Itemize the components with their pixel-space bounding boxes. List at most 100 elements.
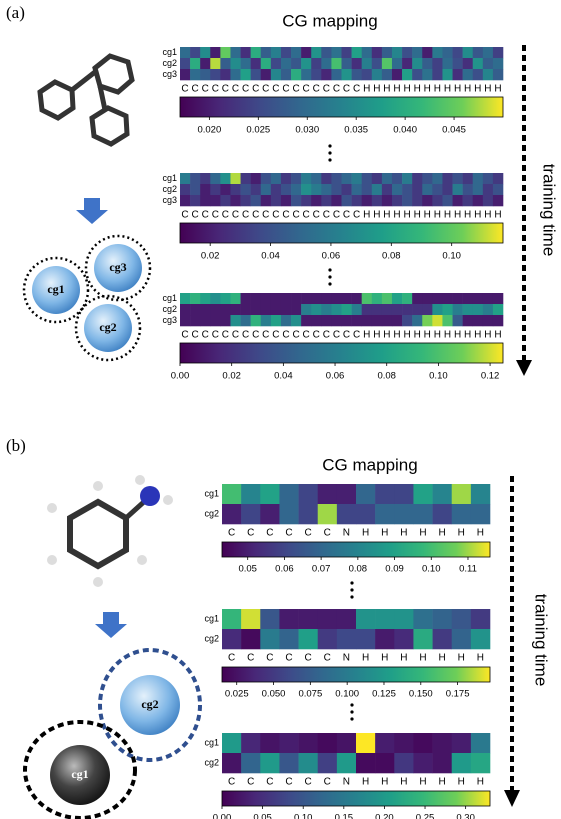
- heatmap-cell: [279, 609, 299, 630]
- heatmap-cell: [240, 69, 251, 81]
- heatmap-cell: [270, 47, 282, 59]
- row-label: cg3: [162, 69, 177, 79]
- heatmap-cell: [200, 69, 211, 81]
- atom-label: H: [373, 330, 380, 341]
- heatmap-cell: [240, 293, 251, 305]
- atom-label: C: [202, 330, 209, 341]
- atom-label: N: [343, 528, 350, 539]
- atom-label: H: [362, 777, 369, 788]
- heatmap-cell: [280, 184, 292, 196]
- heatmap-cell: [317, 753, 338, 774]
- heatmap-cell: [270, 184, 282, 196]
- atom-label: H: [400, 777, 407, 788]
- heatmap-cell: [412, 293, 423, 305]
- atom-label: H: [444, 84, 451, 95]
- heatmap-cell: [413, 753, 433, 774]
- atom-label: C: [252, 84, 259, 95]
- atom-label: C: [324, 528, 331, 539]
- heatmap-cell: [291, 195, 302, 207]
- heatmap-cell: [280, 195, 292, 207]
- colorbar-tick-label: 0.02: [201, 251, 220, 262]
- heatmap-cell: [200, 195, 211, 207]
- heatmap-cell: [412, 47, 423, 59]
- heatmap-cell: [472, 304, 484, 316]
- heatmap-cell: [291, 58, 302, 70]
- heatmap-cell: [442, 173, 453, 185]
- heatmap-cell: [394, 609, 414, 630]
- heatmap-cell: [279, 484, 299, 505]
- heatmap-cell: [200, 304, 211, 316]
- atom-label: C: [192, 330, 199, 341]
- heatmap-cell: [331, 69, 342, 81]
- heatmap-cell: [250, 293, 262, 305]
- heatmap-cell: [482, 69, 494, 81]
- heatmap-cell: [422, 58, 433, 70]
- heatmap-cell: [442, 58, 453, 70]
- heatmap-cell: [351, 47, 362, 59]
- bead-label: cg3: [109, 260, 126, 274]
- colorbar-tick-label: 0.045: [442, 125, 466, 136]
- heatmap-cell: [301, 315, 312, 327]
- atom-label: C: [212, 84, 219, 95]
- heatmap-cell: [391, 58, 403, 70]
- atom-label: H: [439, 653, 446, 664]
- heatmap-cell: [472, 293, 484, 305]
- heatmap-cell: [200, 315, 211, 327]
- heatmap-cell: [301, 293, 312, 305]
- atom-label: H: [477, 777, 484, 788]
- heatmap-cell: [375, 609, 395, 630]
- heatmap-cell: [230, 304, 241, 316]
- atom-label: C: [292, 84, 299, 95]
- atom-label: H: [464, 84, 471, 95]
- heatmap-cell: [260, 629, 280, 650]
- heatmap-cell: [375, 484, 395, 505]
- heatmap-cell: [422, 173, 433, 185]
- atom-label: H: [484, 210, 491, 221]
- heatmap-cell: [472, 47, 484, 59]
- time-arrow: [504, 45, 532, 807]
- heatmap-cell: [472, 315, 484, 327]
- heatmap-cell: [361, 304, 373, 316]
- atom-label: H: [414, 210, 421, 221]
- heatmap-cell: [260, 195, 272, 207]
- atom-label: H: [474, 210, 481, 221]
- atom-label: C: [181, 210, 188, 221]
- heatmap-cell: [210, 47, 221, 59]
- heatmap-cell: [230, 173, 241, 185]
- atom-label: C: [323, 84, 330, 95]
- heatmap-cell: [391, 69, 403, 81]
- heatmap-cell: [240, 195, 251, 207]
- colorbar-tick-label: 0.04: [274, 371, 293, 382]
- heatmap-cell: [341, 195, 352, 207]
- heatmap-cell: [351, 184, 362, 196]
- colorbar-tick-label: 0.30: [456, 813, 475, 819]
- atom-label: C: [228, 528, 235, 539]
- atom-label: C: [333, 84, 340, 95]
- colorbar-tick-label: 0.035: [344, 125, 368, 136]
- heatmap-cell: [402, 304, 413, 316]
- heatmap-cell: [311, 58, 322, 70]
- colorbar-tick-label: 0.10: [442, 251, 461, 262]
- colorbar-tick-label: 0.12: [481, 371, 500, 382]
- heatmap-cell: [361, 47, 373, 59]
- heatmap-cell: [402, 315, 413, 327]
- bead-label: cg1: [71, 767, 88, 781]
- heatmap-cell: [230, 184, 241, 196]
- heatmap-cell: [311, 195, 322, 207]
- heatmap-cell: [230, 195, 241, 207]
- heatmap-cell: [351, 69, 362, 81]
- row-label: cg2: [162, 184, 177, 194]
- heatmap-cell: [492, 315, 504, 327]
- heatmap-cell: [317, 629, 338, 650]
- heatmap-cell: [210, 69, 221, 81]
- panel-title: CG mapping: [282, 11, 377, 30]
- atom-label: C: [242, 210, 249, 221]
- heatmap-cell: [331, 315, 342, 327]
- heatmap-cell: [220, 195, 231, 207]
- heatmap-cell: [336, 733, 357, 754]
- atom-label: C: [303, 330, 310, 341]
- atom-label: C: [272, 330, 279, 341]
- heatmap-cell: [279, 753, 299, 774]
- heatmap-cell: [200, 184, 211, 196]
- heatmap-cell: [470, 504, 491, 525]
